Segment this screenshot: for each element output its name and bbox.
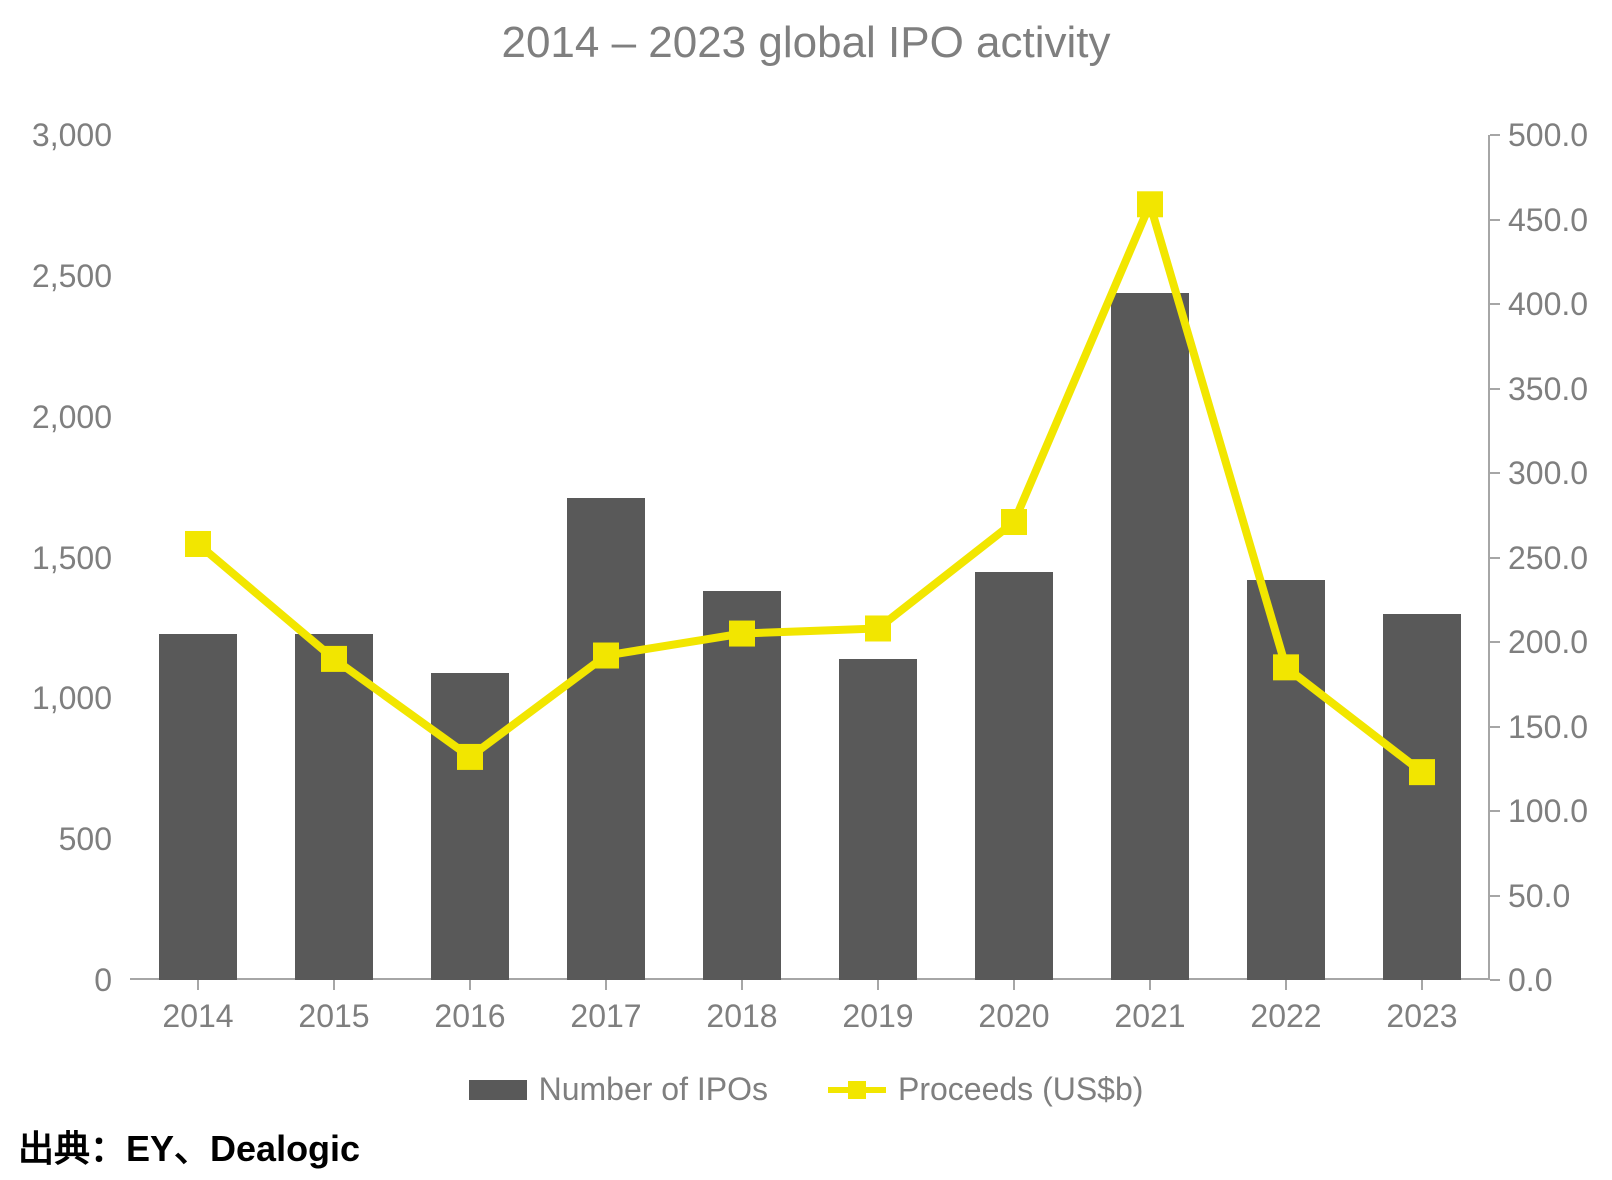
x-tick-mark <box>1013 980 1015 990</box>
x-tick-label: 2023 <box>1362 998 1482 1035</box>
bar <box>431 673 510 980</box>
x-tick-mark <box>605 980 607 990</box>
line-marker <box>185 531 211 557</box>
x-tick-mark <box>197 980 199 990</box>
x-tick-label: 2018 <box>682 998 802 1035</box>
y-right-tick-label: 0.0 <box>1508 962 1552 999</box>
plot-area: 05001,0001,5002,0002,5003,0000.050.0100.… <box>130 135 1490 980</box>
y-right-tick-label: 100.0 <box>1508 793 1588 830</box>
y-right-tick-label: 250.0 <box>1508 540 1588 577</box>
y-right-tick-mark <box>1490 895 1500 897</box>
x-tick-mark <box>1285 980 1287 990</box>
y-right-tick-mark <box>1490 472 1500 474</box>
legend-line-marker <box>848 1081 866 1099</box>
x-tick-label: 2022 <box>1226 998 1346 1035</box>
x-tick-mark <box>1149 980 1151 990</box>
legend-swatch-bar <box>469 1080 527 1100</box>
y-left-tick-label: 2,500 <box>2 258 112 295</box>
y-left-tick-label: 500 <box>2 821 112 858</box>
chart-container: 2014 – 2023 global IPO activity 05001,00… <box>0 0 1612 1180</box>
x-tick-label: 2020 <box>954 998 1074 1035</box>
bar <box>839 659 918 980</box>
x-tick-label: 2016 <box>410 998 530 1035</box>
y-left-tick-label: 0 <box>2 962 112 999</box>
bar <box>1383 614 1462 980</box>
x-tick-mark <box>741 980 743 990</box>
line-series <box>198 204 1422 772</box>
x-tick-mark <box>469 980 471 990</box>
y-right-tick-mark <box>1490 726 1500 728</box>
legend-item-bars: Number of IPOs <box>469 1071 768 1108</box>
bar <box>703 591 782 980</box>
y-right-tick-mark <box>1490 979 1500 981</box>
x-tick-mark <box>333 980 335 990</box>
legend-swatch-line <box>828 1087 886 1093</box>
x-tick-label: 2021 <box>1090 998 1210 1035</box>
legend-item-line: Proceeds (US$b) <box>828 1071 1143 1108</box>
x-tick-label: 2014 <box>138 998 258 1035</box>
y-right-tick-mark <box>1490 557 1500 559</box>
line-marker <box>1137 191 1163 217</box>
y-right-tick-mark <box>1490 134 1500 136</box>
y-right-tick-label: 450.0 <box>1508 202 1588 239</box>
y-right-tick-label: 400.0 <box>1508 286 1588 323</box>
y-right-tick-mark <box>1490 219 1500 221</box>
y-right-tick-mark <box>1490 810 1500 812</box>
bar <box>1111 293 1190 980</box>
bar <box>295 634 374 980</box>
y-right-tick-label: 500.0 <box>1508 117 1588 154</box>
y-left-tick-label: 2,000 <box>2 399 112 436</box>
x-tick-mark <box>1421 980 1423 990</box>
bar <box>567 498 646 980</box>
y-right-tick-label: 200.0 <box>1508 624 1588 661</box>
x-tick-label: 2015 <box>274 998 394 1035</box>
legend: Number of IPOs Proceeds (US$b) <box>0 1071 1612 1108</box>
bar <box>1247 580 1326 980</box>
line-marker <box>865 615 891 641</box>
x-tick-mark <box>877 980 879 990</box>
legend-label-line: Proceeds (US$b) <box>898 1071 1143 1108</box>
y-right-tick-label: 350.0 <box>1508 371 1588 408</box>
y-left-tick-label: 1,500 <box>2 540 112 577</box>
y-right-tick-mark <box>1490 388 1500 390</box>
y-right-tick-label: 150.0 <box>1508 709 1588 746</box>
y-left-tick-label: 3,000 <box>2 117 112 154</box>
x-tick-label: 2017 <box>546 998 666 1035</box>
x-tick-label: 2019 <box>818 998 938 1035</box>
y-right-tick-mark <box>1490 303 1500 305</box>
y-right-tick-label: 50.0 <box>1508 878 1570 915</box>
y-left-tick-label: 1,000 <box>2 680 112 717</box>
legend-label-bars: Number of IPOs <box>539 1071 768 1108</box>
y-right-tick-mark <box>1490 641 1500 643</box>
source-citation: 出典：EY、Dealogic <box>18 1120 360 1172</box>
y-right-tick-label: 300.0 <box>1508 455 1588 492</box>
bar <box>975 572 1054 980</box>
line-marker <box>1001 509 1027 535</box>
bar <box>159 634 238 980</box>
chart-title: 2014 – 2023 global IPO activity <box>0 18 1612 68</box>
